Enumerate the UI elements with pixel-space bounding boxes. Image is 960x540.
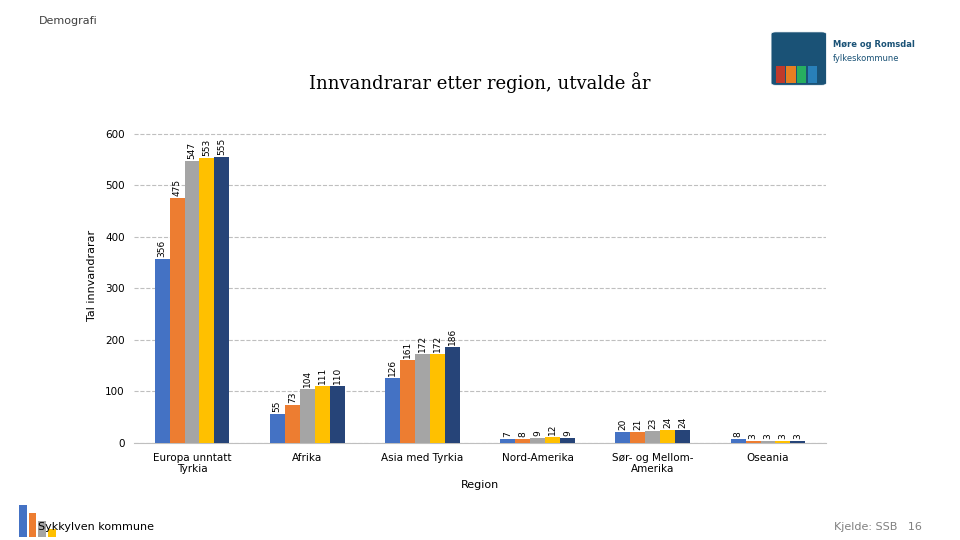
Text: 7: 7 [503, 431, 512, 437]
X-axis label: Region: Region [461, 480, 499, 490]
Text: 111: 111 [318, 366, 326, 383]
Text: 8: 8 [518, 431, 527, 437]
Text: 161: 161 [403, 341, 412, 358]
Text: 3: 3 [794, 434, 803, 439]
Text: 55: 55 [273, 401, 281, 413]
Text: Demografi: Demografi [38, 16, 97, 26]
Bar [776, 441, 790, 443]
Bar [545, 437, 560, 443]
Y-axis label: Tal innvandrarar: Tal innvandrarar [86, 230, 97, 321]
Bar [19, 505, 27, 537]
Bar [444, 347, 460, 443]
Text: 23: 23 [648, 417, 658, 429]
Bar [400, 360, 415, 443]
Text: 3: 3 [763, 434, 773, 439]
Text: 547: 547 [187, 142, 197, 159]
Bar [415, 354, 430, 443]
Bar [615, 433, 631, 443]
Bar [731, 438, 746, 443]
Text: 73: 73 [288, 392, 297, 403]
Text: 356: 356 [157, 240, 166, 258]
Bar [385, 378, 400, 443]
Bar [631, 432, 645, 443]
Text: 24: 24 [679, 417, 687, 428]
Title: Innvandrarar etter region, utvalde år: Innvandrarar etter region, utvalde år [309, 72, 651, 92]
Text: 172: 172 [418, 335, 427, 352]
Bar [790, 441, 805, 443]
Bar [746, 441, 760, 443]
Bar [808, 65, 817, 83]
Text: 172: 172 [433, 335, 442, 352]
Text: 110: 110 [333, 367, 342, 384]
Bar [329, 386, 345, 443]
Bar [530, 438, 545, 443]
FancyBboxPatch shape [771, 32, 827, 85]
Bar [184, 161, 200, 443]
Bar [155, 259, 170, 443]
Text: 186: 186 [448, 328, 457, 345]
Bar [300, 389, 315, 443]
Bar [797, 65, 806, 83]
Bar [29, 513, 36, 537]
Bar [200, 158, 214, 443]
Text: 20: 20 [618, 419, 627, 430]
Text: 555: 555 [218, 138, 227, 155]
Text: 553: 553 [203, 139, 211, 156]
Bar [430, 354, 444, 443]
Text: Sykkylven kommune: Sykkylven kommune [38, 522, 155, 532]
Bar [645, 431, 660, 443]
Bar [315, 386, 329, 443]
Text: 3: 3 [779, 434, 787, 439]
Text: Møre og Romsdal: Møre og Romsdal [832, 40, 914, 49]
Bar [500, 439, 516, 443]
Text: 24: 24 [663, 417, 672, 428]
Text: fylkeskommune: fylkeskommune [832, 54, 899, 63]
Bar [516, 438, 530, 443]
Text: 104: 104 [302, 370, 312, 387]
Text: 3: 3 [749, 434, 757, 439]
Text: Kjelde: SSB   16: Kjelde: SSB 16 [833, 522, 922, 532]
Text: 21: 21 [634, 418, 642, 430]
Bar [760, 441, 776, 443]
Text: 9: 9 [533, 430, 542, 436]
Bar [38, 521, 46, 537]
Text: 8: 8 [733, 431, 742, 437]
Text: 126: 126 [388, 359, 396, 376]
Bar [170, 198, 184, 443]
Bar [285, 405, 300, 443]
Bar [675, 430, 690, 443]
Bar [48, 529, 56, 537]
Bar [270, 415, 285, 443]
Text: 475: 475 [173, 179, 181, 196]
Text: 9: 9 [564, 430, 572, 436]
Bar [776, 65, 785, 83]
Bar [214, 157, 229, 443]
Bar [660, 430, 675, 443]
Bar [786, 65, 796, 83]
Bar [560, 438, 575, 443]
Text: 12: 12 [548, 423, 557, 435]
